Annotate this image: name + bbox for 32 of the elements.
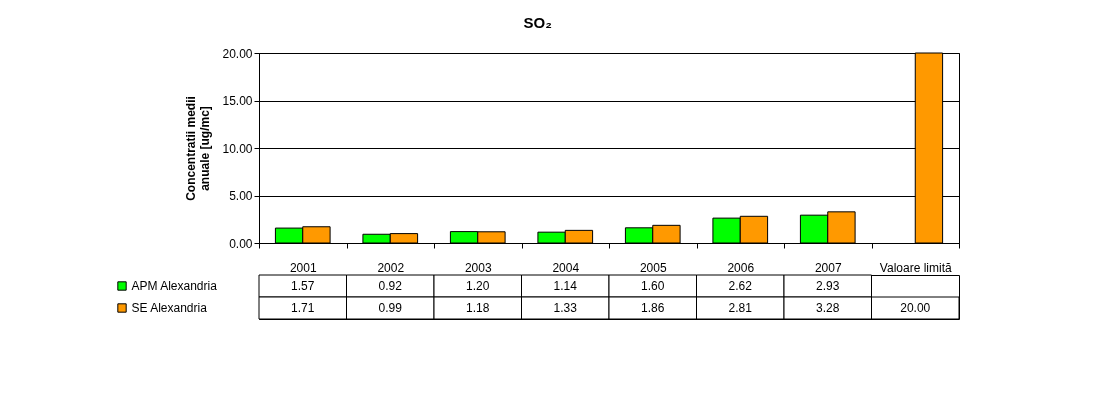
y-tick-label: 20.00 [222, 46, 253, 61]
x-tick-label: 2003 [464, 260, 492, 275]
data-label: 1.18 [466, 301, 490, 315]
x-tick-label: 2005 [639, 260, 667, 275]
chart-title: SO₂ [523, 13, 552, 31]
x-tick-label: 2002 [377, 260, 405, 275]
data-label: 1.14 [553, 279, 578, 293]
legend-label: APM Alexandria [131, 279, 218, 293]
y-tick-label: 0.00 [229, 236, 253, 251]
x-tick-label: 2007 [814, 260, 842, 275]
data-label: 0.99 [378, 301, 403, 315]
x-tick-label: Valoare limită [879, 260, 952, 275]
y-tick-label: 5.00 [229, 189, 253, 203]
x-tick-label: 2006 [727, 260, 755, 275]
y-tick-label: 15.00 [222, 94, 253, 108]
data-label: 20.00 [900, 301, 931, 315]
y-tick-label: 10.00 [222, 141, 253, 156]
data-label: 1.71 [291, 301, 315, 315]
data-label: 1.86 [641, 301, 665, 315]
x-tick-label: 2001 [289, 260, 317, 275]
data-label: 3.28 [816, 301, 840, 315]
data-label: 2.93 [816, 279, 840, 293]
legend-label: SE Alexandria [131, 301, 208, 315]
data-label: 1.33 [553, 301, 578, 315]
x-tick-label: 2004 [552, 260, 580, 275]
data-label: 1.57 [291, 279, 315, 293]
data-label: 2.62 [728, 279, 753, 293]
y-axis-title: Concentratii medii anuale [ug/mc] [184, 96, 213, 201]
data-label: 2.81 [728, 301, 753, 315]
data-label: 1.60 [641, 279, 665, 293]
data-label: 0.92 [378, 279, 403, 293]
data-label: 1.20 [466, 279, 490, 293]
